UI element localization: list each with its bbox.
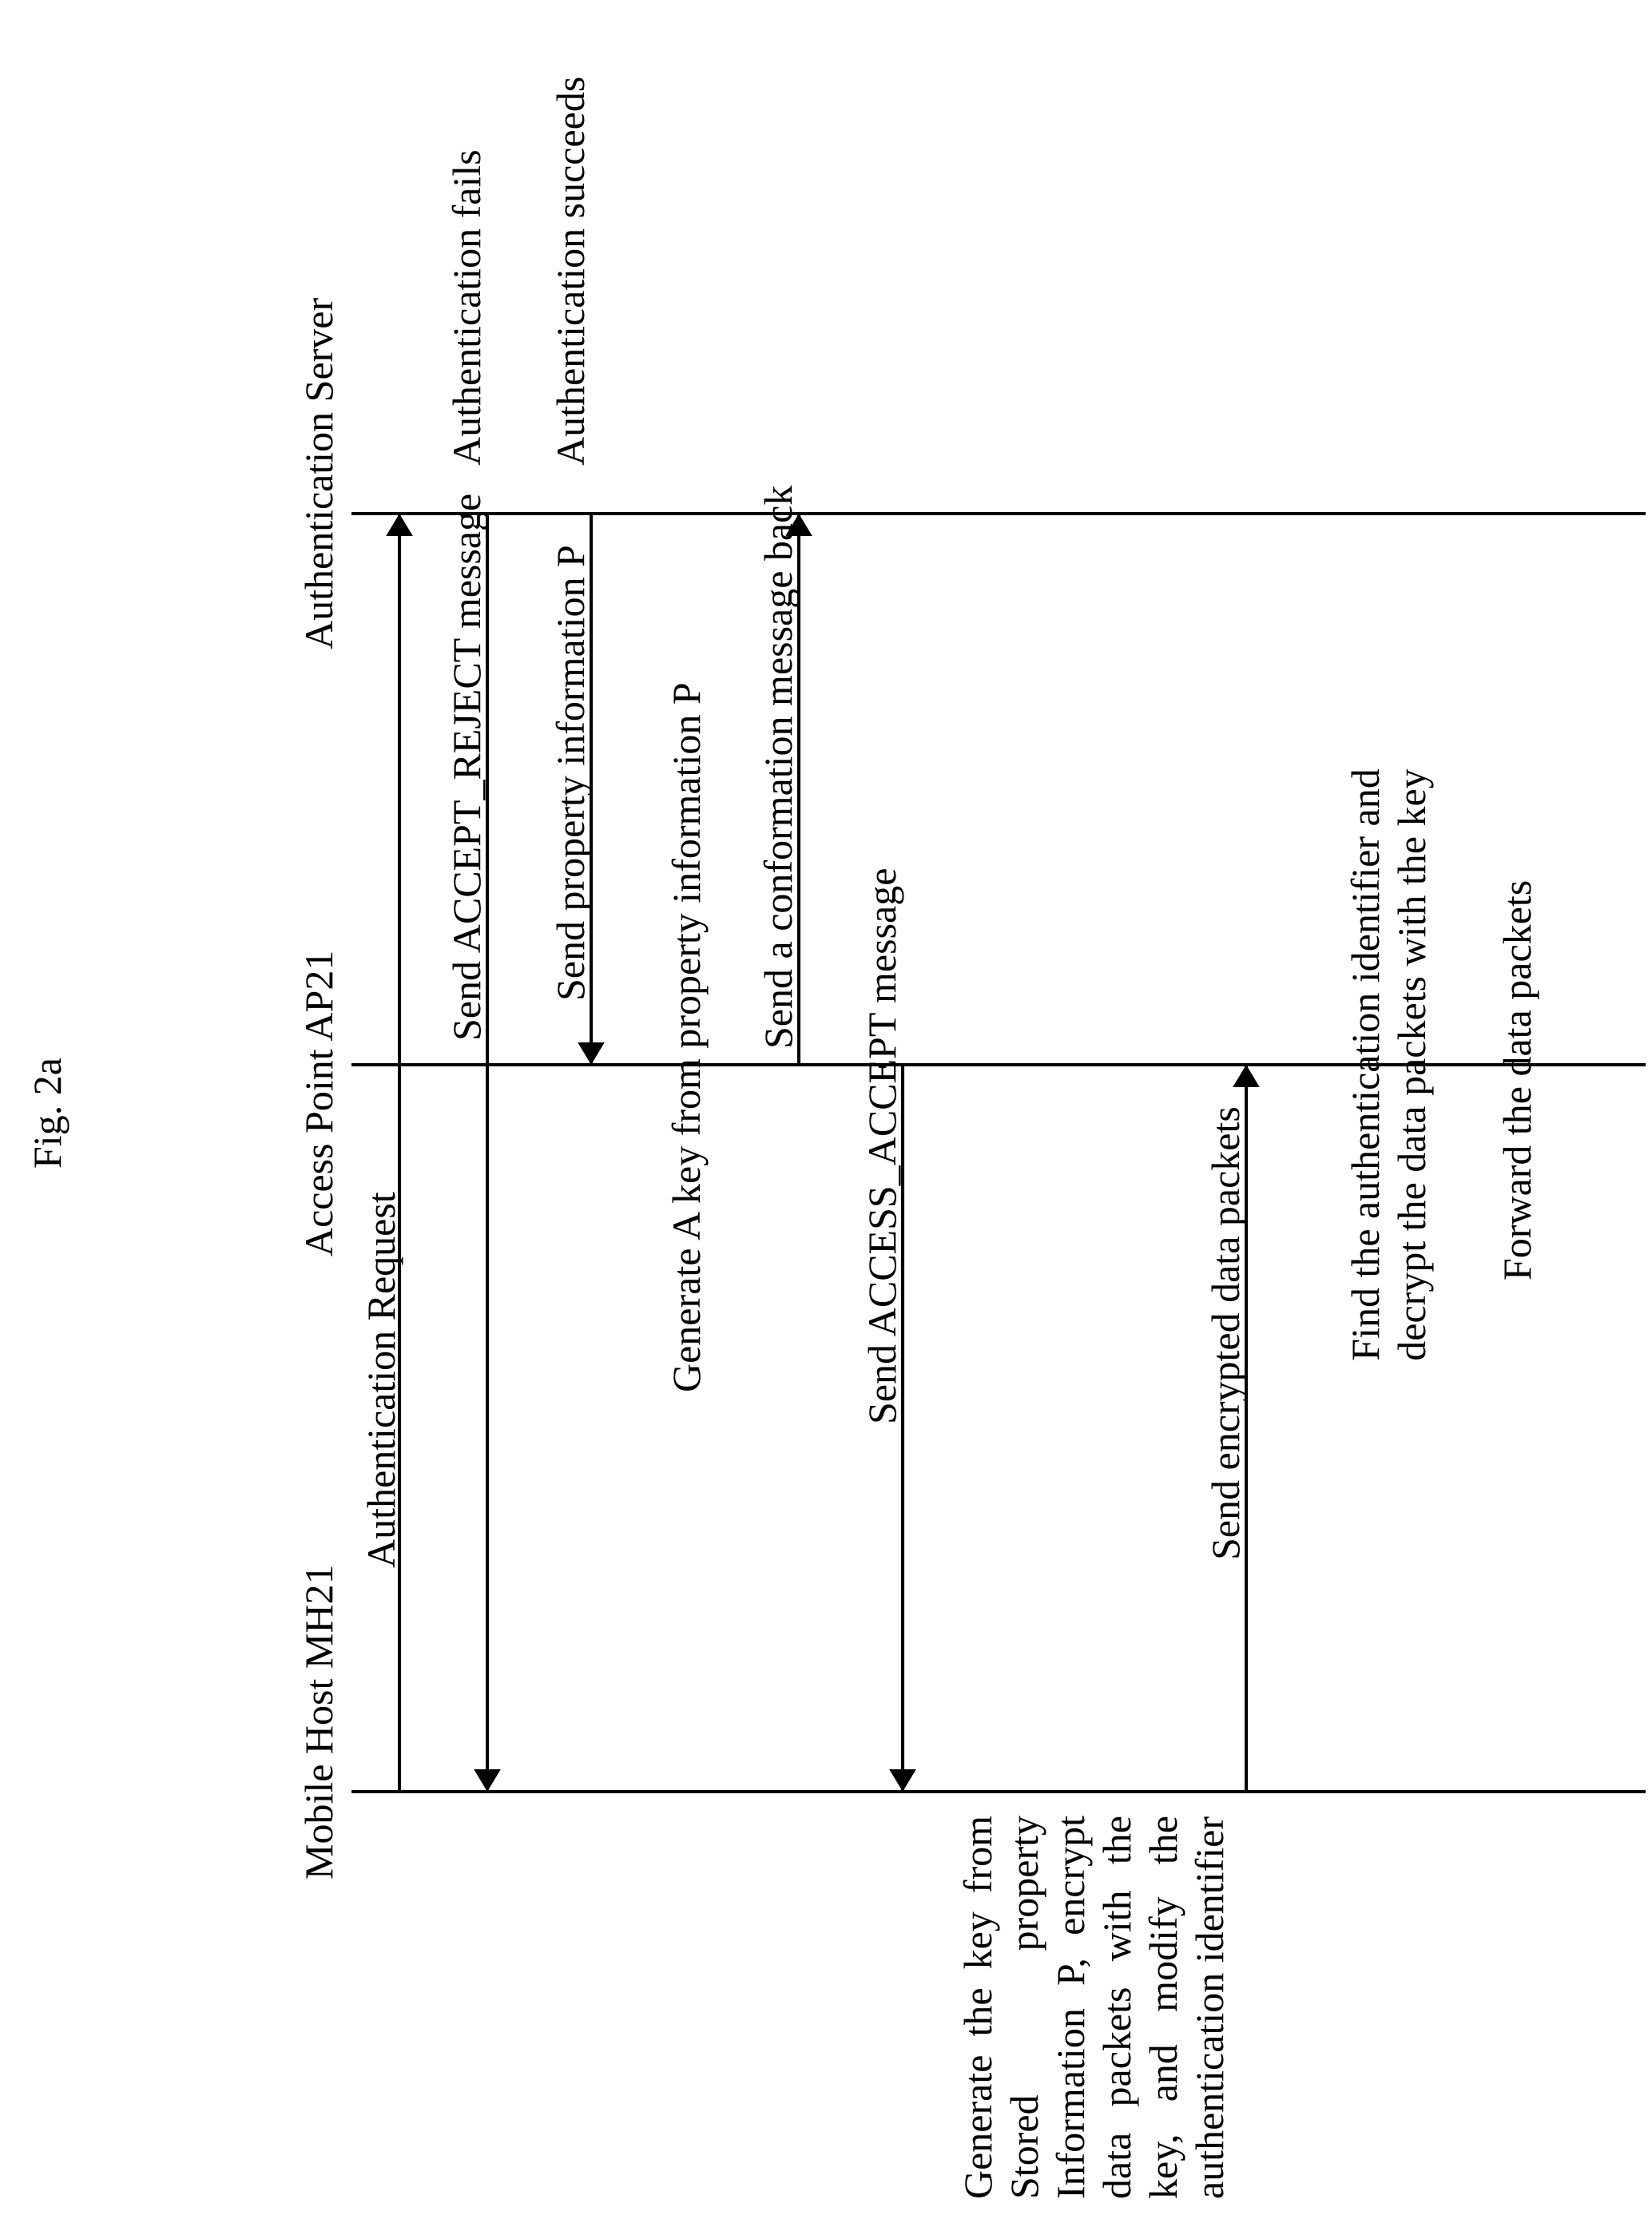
msg-confirmation: Send a conformation message back (755, 486, 801, 1049)
actor-access-point: Access Point AP21 (296, 951, 342, 1256)
msg-accept-reject: Send ACCEPT_REJECT message (443, 494, 490, 1041)
note-forward-packets: Forward the data packets (1494, 833, 1540, 1280)
note-generate-key-mh: Generate the key from Stored property In… (955, 1816, 1233, 2199)
lifeline-mobile-host (351, 1790, 1646, 1793)
msg-access-accept: Send ACCESS_ACCEPT message (859, 868, 905, 1424)
msg-encrypted-packets: Send encrypted data packets (1202, 1106, 1249, 1560)
msg-auth-request: Authentication Request (358, 1192, 404, 1568)
figure-caption: Fig. 2a (24, 1058, 70, 1169)
lifeline-auth-server (351, 512, 1646, 515)
note-generate-key-ap: Generate A key from property information… (663, 625, 709, 1392)
note-find-identifier: Find the authentication identifier and d… (1342, 737, 1435, 1392)
actor-mobile-host: Mobile Host MH21 (296, 1565, 342, 1880)
note-auth-fails: Authentication fails (443, 50, 490, 466)
actor-auth-server: Authentication Server (296, 298, 342, 649)
lifeline-access-point (351, 1063, 1646, 1066)
note-auth-succeeds: Authentication succeeds (547, 18, 594, 466)
msg-property-info: Send property information P (547, 545, 594, 1001)
